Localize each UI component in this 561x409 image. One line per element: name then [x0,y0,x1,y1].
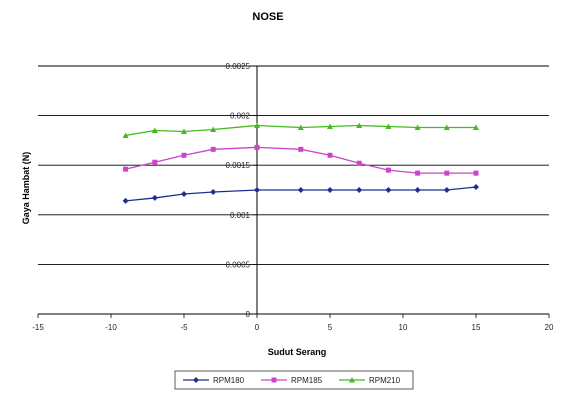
data-point [356,122,363,129]
series-line [125,124,476,137]
y-tick-label: 0.0015 [226,161,251,170]
data-point [123,166,129,172]
data-point [327,187,333,193]
data-point [298,146,304,152]
data-point [181,152,187,158]
legend-box [174,370,414,390]
data-point [151,194,158,201]
legend-label: RPM180 [213,376,245,385]
legend-label: RPM210 [369,376,401,385]
data-point [210,146,216,152]
x-tick-label: 20 [545,323,554,332]
data-point [297,124,304,131]
grid [38,65,549,265]
tick-labels: -15 -10 -5 0 5 10 15 20 0 0.0005 0.001 0.0015 0.002 0… [32,62,554,332]
data-point [473,184,479,191]
data-point [444,170,450,176]
x-tick-label: 10 [399,323,408,332]
data-point [473,170,479,176]
data-point [443,187,450,193]
data-point [385,167,391,173]
y-tick-label: 0.001 [230,211,251,220]
data-point [349,377,355,383]
data-point [327,123,333,130]
data-point [385,123,392,130]
data-point [254,122,260,129]
data-point [122,197,129,204]
data-point [210,188,217,195]
series-line [125,186,477,202]
x-tick-label: -15 [32,323,44,332]
x-tick-label: 15 [472,323,481,332]
data-point [271,377,277,383]
series-line [125,146,476,174]
data-point [193,377,199,383]
series-rpm180 [122,184,479,204]
data-point [152,159,158,165]
y-tick-label: 0 [246,310,251,319]
data-point [414,124,421,131]
data-point [443,124,450,131]
legend-item-rpm185: RPM185 [261,376,323,385]
data-point [473,124,479,131]
y-tick-label: 0.002 [230,112,251,121]
x-tick-label: -5 [180,323,188,332]
x-tick-label: 5 [328,323,333,332]
data-point [122,132,129,138]
series-rpm210 [122,122,479,138]
y-axis-title: Gaya Hambat (N) [21,152,31,225]
data-point [356,187,363,193]
series-rpm185 [123,144,479,176]
data-point [385,187,392,193]
data-point [254,144,260,150]
x-tick-label: 0 [255,323,260,332]
series [122,122,479,204]
legend: RPM180 RPM185 RPM210 [174,370,414,390]
legend-item-rpm180: RPM180 [183,376,245,385]
legend-item-rpm210: RPM210 [339,376,401,385]
data-point [356,160,362,166]
data-point [415,170,421,176]
x-tick-label: -10 [105,323,117,332]
axes [37,65,550,318]
data-point [327,152,333,158]
chart-title: NOSE [252,11,283,23]
data-point [297,187,304,193]
data-point [254,187,260,193]
legend-label: RPM185 [291,376,323,385]
data-point [414,187,421,193]
data-point [181,128,187,134]
x-axis-title: Sudut Serang [268,347,327,357]
data-point [151,127,158,133]
data-point [181,190,187,197]
y-tick-label: 0.0025 [226,62,251,71]
y-tick-label: 0.0005 [226,260,251,269]
data-point [210,126,217,132]
